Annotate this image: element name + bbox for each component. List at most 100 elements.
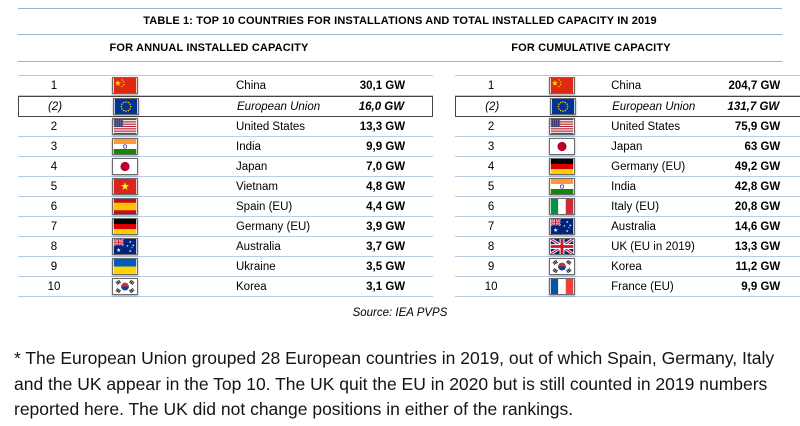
value-cell: 4,8 GW xyxy=(366,180,406,193)
flag-cell xyxy=(91,98,161,115)
value-cell: 11,2 GW xyxy=(735,260,781,273)
rank-cell: 1 xyxy=(50,79,58,92)
flag-cell xyxy=(90,178,160,195)
rank-cell: 8 xyxy=(487,240,495,253)
rank-cell: 10 xyxy=(484,280,498,293)
rank-cell: 4 xyxy=(487,160,495,173)
eu-flag-icon xyxy=(550,98,577,115)
ukraine-flag-icon xyxy=(112,258,138,275)
table-row: 6 Spain (EU) 4,4 GW xyxy=(18,197,434,217)
china-flag-icon xyxy=(112,77,138,94)
country-cell: European Union xyxy=(237,100,321,113)
rank-cell: 7 xyxy=(487,220,495,233)
value-cell: 3,1 GW xyxy=(366,280,406,293)
value-cell: 204,7 GW xyxy=(728,79,781,92)
germany-flag-icon xyxy=(112,218,138,235)
germany-flag-icon xyxy=(549,158,576,175)
table-row: 7 Australia 14,6 GW xyxy=(455,217,800,237)
country-cell: Ukraine xyxy=(236,260,276,273)
country-cell: Korea xyxy=(236,280,267,293)
flag-cell xyxy=(90,118,160,135)
flag-cell xyxy=(527,77,597,94)
table-row: 10 Korea 3,1 GW xyxy=(18,277,434,297)
rank-cell: 2 xyxy=(50,120,58,133)
country-cell: Vietnam xyxy=(236,180,278,193)
flag-cell xyxy=(90,218,160,235)
value-cell: 20,8 GW xyxy=(734,200,781,213)
vietnam-flag-icon xyxy=(112,178,138,195)
flag-cell xyxy=(90,278,160,295)
document: TABLE 1: TOP 10 COUNTRIES FOR INSTALLATI… xyxy=(18,8,800,319)
table-row: 10 France (EU) 9,9 GW xyxy=(455,277,800,297)
rank-cell: 3 xyxy=(50,140,58,153)
table-title: TABLE 1: TOP 10 COUNTRIES FOR INSTALLATI… xyxy=(18,8,782,35)
country-cell: Japan xyxy=(611,140,643,153)
flag-cell xyxy=(527,198,597,215)
cumulative-table: 1 China 204,7 GW (2) European Union 131,7 GW… xyxy=(455,75,800,297)
rank-cell: (2) xyxy=(47,100,63,113)
table-body: 1 China 30,1 GW (2) European Union 16,0 GW 2 U… xyxy=(18,75,800,297)
footnote-paragraph: * The European Union grouped 28 European… xyxy=(14,348,775,420)
table-row: 4 Japan 7,0 GW xyxy=(18,157,434,177)
table-row: 9 Korea 11,2 GW xyxy=(455,257,800,277)
country-cell: United States xyxy=(611,120,681,133)
flag-cell xyxy=(90,198,160,215)
table-row: 2 United States 13,3 GW xyxy=(18,117,434,137)
country-cell: Australia xyxy=(611,220,656,233)
korea-flag-icon xyxy=(549,258,576,275)
flag-cell xyxy=(527,118,597,135)
rank-cell: 4 xyxy=(50,160,58,173)
rank-cell: 6 xyxy=(487,200,495,213)
table-row: (2) European Union 131,7 GW xyxy=(455,96,800,117)
value-cell: 13,3 GW xyxy=(734,240,781,253)
australia-flag-icon xyxy=(549,218,576,235)
country-cell: Germany (EU) xyxy=(611,160,686,173)
table-row: 2 United States 75,9 GW xyxy=(455,117,800,137)
usa-flag-icon xyxy=(549,118,576,135)
flag-cell xyxy=(90,77,160,94)
value-cell: 9,9 GW xyxy=(366,140,406,153)
rank-cell: 2 xyxy=(487,120,495,133)
table-row: 8 Australia 3,7 GW xyxy=(18,237,434,257)
flag-cell xyxy=(90,238,160,255)
rank-cell: 6 xyxy=(50,200,58,213)
rank-cell: 9 xyxy=(487,260,495,273)
italy-flag-icon xyxy=(549,198,576,215)
rank-cell: 7 xyxy=(50,220,58,233)
country-cell: Spain (EU) xyxy=(236,200,293,213)
table-row: 1 China 204,7 GW xyxy=(455,76,800,96)
value-cell: 42,8 GW xyxy=(734,180,781,193)
flag-cell xyxy=(90,258,160,275)
usa-flag-icon xyxy=(112,118,138,135)
country-cell: France (EU) xyxy=(611,280,674,293)
france-flag-icon xyxy=(549,278,576,295)
value-cell: 9,9 GW xyxy=(741,280,781,293)
flag-cell xyxy=(528,98,598,115)
value-cell: 4,4 GW xyxy=(366,200,406,213)
table-row: 9 Ukraine 3,5 GW xyxy=(18,257,434,277)
flag-cell xyxy=(527,158,597,175)
value-cell: 49,2 GW xyxy=(734,160,781,173)
rank-cell: 1 xyxy=(487,79,495,92)
country-cell: India xyxy=(236,140,261,153)
japan-flag-icon xyxy=(549,138,576,155)
table-row: 8 UK (EU in 2019) 13,3 GW xyxy=(455,237,800,257)
value-cell: 30,1 GW xyxy=(359,79,406,92)
uk-flag-icon xyxy=(549,238,576,255)
value-cell: 7,0 GW xyxy=(366,160,406,173)
country-cell: China xyxy=(611,79,642,92)
value-cell: 75,9 GW xyxy=(734,120,781,133)
rank-cell: 8 xyxy=(50,240,58,253)
value-cell: 63 GW xyxy=(744,140,781,153)
table-row: 4 Germany (EU) 49,2 GW xyxy=(455,157,800,177)
flag-cell xyxy=(527,258,597,275)
country-cell: India xyxy=(611,180,637,193)
annual-table: 1 China 30,1 GW (2) European Union 16,0 GW 2 U… xyxy=(18,75,434,297)
table-row: 3 Japan 63 GW xyxy=(455,137,800,157)
rank-cell: (2) xyxy=(485,100,500,113)
cumulative-capacity-header: FOR CUMULATIVE CAPACITY xyxy=(511,42,671,54)
flag-cell xyxy=(527,218,597,235)
china-flag-icon xyxy=(549,77,576,94)
table-headers: FOR ANNUAL INSTALLED CAPACITY FOR CUMULA… xyxy=(18,35,782,62)
rank-cell: 5 xyxy=(487,180,495,193)
